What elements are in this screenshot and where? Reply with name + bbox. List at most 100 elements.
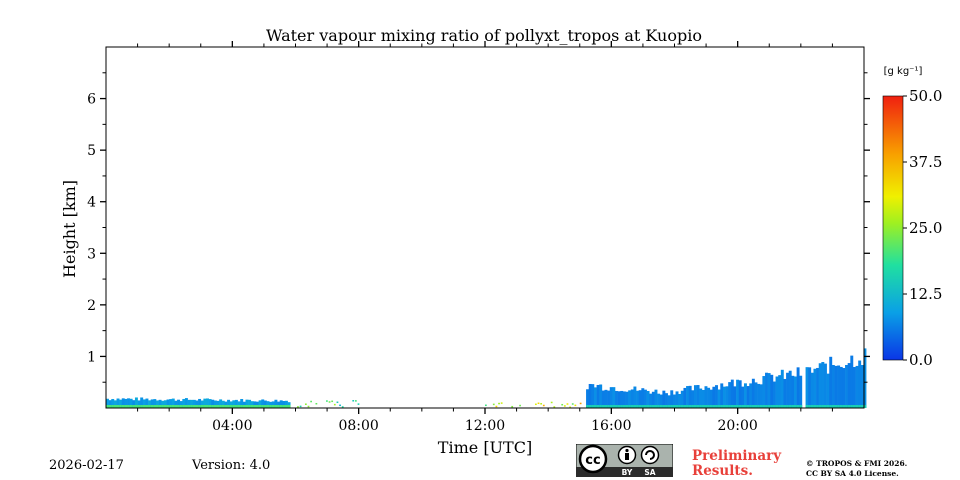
data-cell: [277, 401, 281, 408]
data-cell: [221, 400, 225, 408]
data-cell: [712, 405, 716, 408]
data-cell: [121, 405, 125, 408]
data-cell: [177, 405, 180, 408]
data-cell: [736, 405, 740, 408]
colorbar-tick-label: 12.5: [909, 285, 942, 303]
data-cell: [129, 398, 133, 408]
data-cell: [823, 363, 827, 408]
data-cell: [808, 367, 812, 408]
data-cell: [586, 389, 589, 408]
data-cell: [759, 405, 763, 408]
data-cell: [284, 405, 288, 408]
data-cell: [780, 369, 784, 408]
data-cell: [847, 405, 851, 408]
data-cell: [646, 405, 650, 408]
data-cell: [722, 405, 726, 408]
data-cell: [810, 372, 814, 408]
footer-date: 2026-02-17: [49, 458, 124, 473]
data-cell: [765, 405, 768, 408]
data-cell: [831, 405, 835, 408]
data-cell: [240, 405, 244, 408]
data-cell: [326, 400, 328, 402]
data-cell: [633, 405, 637, 408]
data-cell: [588, 405, 592, 408]
data-cell: [620, 390, 624, 408]
data-cell: [607, 390, 611, 408]
data-cell: [108, 405, 112, 408]
data-cell: [850, 355, 854, 408]
data-cell: [770, 374, 774, 408]
data-cell: [845, 364, 848, 408]
data-cell: [248, 399, 252, 408]
data-cell: [569, 406, 571, 408]
data-cell: [791, 375, 795, 408]
cc-logo-icon: [578, 444, 608, 474]
data-cell: [601, 390, 605, 408]
data-cell: [219, 405, 223, 408]
data-cell: [617, 391, 621, 408]
data-cell: [537, 402, 540, 405]
data-cell: [341, 406, 344, 408]
data-cell: [161, 400, 165, 408]
preliminary-results-notice: Preliminary Results.: [692, 449, 781, 479]
data-cell: [847, 363, 851, 408]
data-cell: [574, 404, 577, 407]
data-cell: [282, 405, 286, 408]
data-cell: [683, 387, 687, 408]
data-cell: [221, 405, 225, 408]
data-cell: [232, 405, 236, 408]
y-tick-label: 4: [87, 195, 96, 211]
data-cell: [297, 406, 299, 408]
data-cell: [829, 356, 833, 408]
data-cell: [121, 398, 125, 408]
data-cell: [124, 398, 128, 408]
data-cell: [662, 390, 666, 408]
data-cell: [242, 405, 246, 408]
data-cell: [227, 405, 231, 408]
data-cell: [150, 405, 154, 408]
data-cell: [738, 380, 742, 408]
data-cell: [845, 405, 848, 408]
data-cell: [119, 405, 123, 408]
data-cell: [686, 386, 690, 408]
data-cell: [699, 388, 703, 408]
data-cell: [145, 405, 149, 408]
data-cell: [263, 405, 267, 408]
data-cell: [140, 397, 144, 408]
y-tick-label: 1: [87, 349, 96, 365]
data-cell: [649, 393, 653, 408]
data-cell: [657, 405, 661, 408]
data-cell: [304, 403, 307, 405]
data-cell: [630, 405, 634, 408]
data-cell: [636, 405, 640, 408]
data-cell: [198, 405, 202, 408]
data-cell: [672, 394, 676, 408]
data-cell: [646, 390, 650, 408]
data-cell: [805, 367, 809, 408]
data-cell: [793, 376, 797, 408]
data-cell: [813, 368, 817, 408]
data-cell: [788, 405, 792, 408]
data-cell: [775, 405, 779, 408]
badge-sa-text: SA: [644, 468, 655, 477]
data-cell: [182, 405, 186, 408]
data-cell: [111, 398, 115, 408]
data-cell: [688, 405, 692, 408]
data-cell: [746, 405, 750, 408]
data-cell: [657, 393, 661, 408]
data-cell: [730, 379, 734, 408]
data-cell: [166, 399, 170, 408]
data-cell: [754, 382, 758, 408]
data-cell: [116, 405, 120, 408]
data-cell: [148, 405, 152, 408]
data-cell: [662, 405, 666, 408]
data-cell: [287, 405, 291, 408]
data-cell: [733, 405, 737, 408]
data-cell: [609, 387, 613, 408]
data-cell: [203, 398, 207, 408]
data-cell: [683, 405, 687, 408]
data-cell: [328, 401, 331, 403]
data-cell: [593, 387, 597, 408]
data-cell: [127, 398, 130, 408]
data-cell: [535, 403, 537, 406]
